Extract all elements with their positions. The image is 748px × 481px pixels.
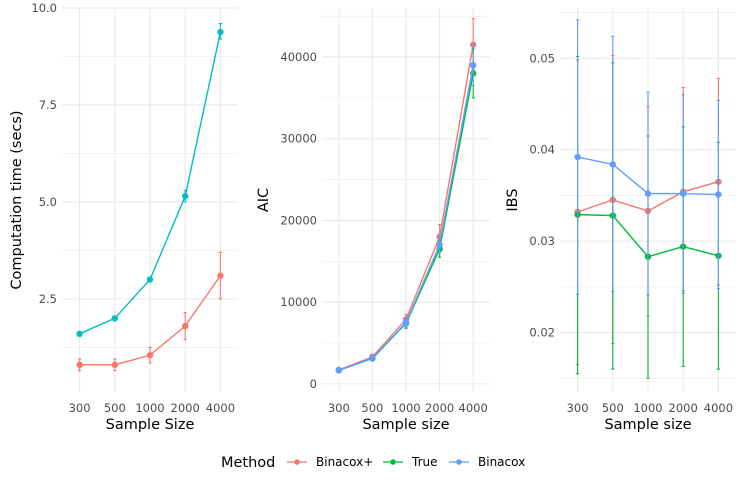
y-tick-label: 5.0 — [39, 195, 57, 209]
y-axis-label: Computation time (secs) — [9, 110, 25, 289]
y-tick-label: 40000 — [280, 50, 317, 64]
data-point — [335, 367, 342, 374]
y-tick-label: 10.0 — [31, 1, 57, 15]
x-tick-label: 300 — [567, 401, 589, 415]
x-tick-label: 2000 — [425, 401, 454, 415]
y-tick-label: 0.03 — [529, 234, 555, 248]
x-tick-label: 2000 — [669, 401, 698, 415]
series-binacox — [76, 22, 224, 338]
panel-1: 2.5 5.0 7.5 10.0 300 500 1000 2000 4000 Sample Si… — [9, 1, 238, 433]
x-axis-label: Sample Size — [106, 417, 195, 433]
series-binacox — [335, 44, 477, 374]
x-tick-label: 500 — [602, 401, 624, 415]
x-axis-label: Sample size — [604, 417, 691, 433]
data-point — [146, 351, 154, 359]
legend-label: Binacox+ — [316, 455, 373, 469]
x-tick-label: 1000 — [135, 401, 164, 415]
data-point — [715, 191, 722, 198]
data-point — [217, 28, 224, 36]
legend-label: Binacox — [478, 455, 525, 469]
y-tick-label: 30000 — [280, 132, 317, 146]
legend-item-true: True — [383, 455, 438, 469]
legend-key-point — [294, 459, 300, 465]
x-tick-label: 1000 — [391, 401, 420, 415]
legend-item-binacox-plus: Binacox+ — [287, 455, 373, 469]
data-point — [680, 190, 687, 197]
y-tick-label: 2.5 — [39, 292, 57, 306]
y-axis-label: AIC — [256, 188, 272, 212]
data-point — [609, 161, 616, 168]
x-tick-label: 500 — [361, 401, 383, 415]
panel-3: 0.02 0.03 0.04 0.05 300 500 1000 2000 4000 Sample… — [505, 8, 736, 433]
x-tick-label: 4000 — [206, 401, 235, 415]
legend-key-point — [456, 459, 462, 465]
x-tick-label: 300 — [69, 401, 91, 415]
y-tick-label: 0.04 — [529, 143, 555, 157]
y-tick-label: 0.05 — [529, 51, 555, 65]
y-tick-label: 0.02 — [529, 326, 555, 340]
series-binacox — [574, 19, 722, 296]
data-point — [182, 322, 189, 330]
data-point — [111, 315, 119, 322]
data-point — [574, 153, 581, 161]
data-point — [76, 330, 83, 338]
legend-item-binacox: Binacox — [449, 455, 525, 469]
data-point — [111, 361, 119, 369]
y-tick-label: 10000 — [280, 295, 317, 309]
x-tick-label: 1000 — [633, 401, 662, 415]
x-tick-label: 2000 — [171, 401, 200, 415]
y-axis-label: IBS — [505, 188, 521, 211]
x-tick-label: 300 — [328, 401, 350, 415]
x-tick-label: 4000 — [459, 401, 488, 415]
x-tick-label: 500 — [104, 401, 126, 415]
data-point — [217, 272, 224, 279]
data-point — [402, 319, 410, 326]
data-point — [644, 190, 652, 197]
data-point — [436, 241, 443, 249]
panels: 2.5 5.0 7.5 10.0 300 500 1000 2000 4000 Sample Si… — [9, 1, 736, 433]
legend-label: True — [411, 455, 438, 469]
series-binacox-plus — [76, 251, 224, 372]
data-point — [76, 361, 83, 369]
y-tick-label: 7.5 — [39, 98, 57, 112]
x-tick-label: 4000 — [704, 401, 733, 415]
y-tick-label: 20000 — [280, 213, 317, 227]
data-point — [369, 354, 376, 362]
data-point — [146, 276, 154, 283]
x-axis-label: Sample size — [362, 417, 449, 433]
data-point — [182, 192, 189, 200]
data-point — [470, 61, 477, 69]
legend: Method Binacox+ True Binacox — [221, 455, 525, 471]
panel-2: 0 10000 20000 30000 40000 300 500 1000 2000 4000 S… — [256, 8, 490, 433]
legend-key-point — [390, 459, 396, 465]
legend-title: Method — [221, 455, 275, 471]
y-tick-label: 0 — [310, 377, 317, 391]
